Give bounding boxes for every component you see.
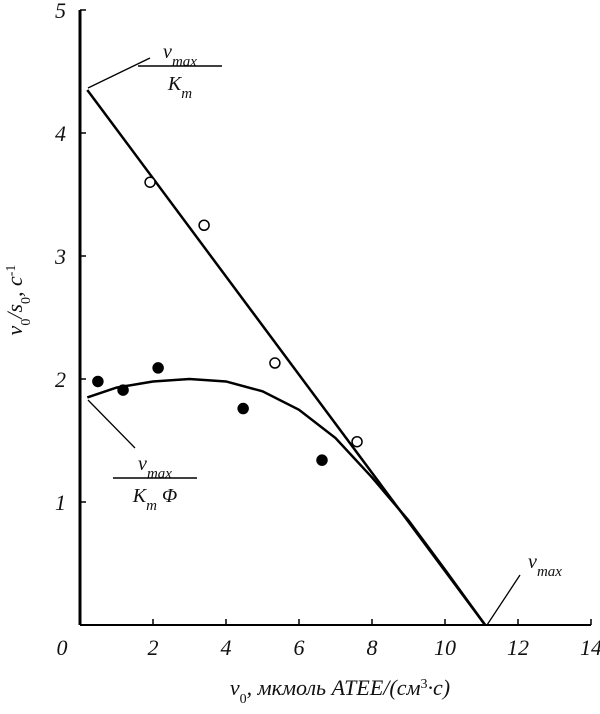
y-tick-label: 1 <box>55 490 66 515</box>
annotation-part: max <box>537 564 562 580</box>
label-part: 0 <box>19 319 34 326</box>
y-tick-label: 5 <box>55 0 66 23</box>
filled-point <box>152 362 164 374</box>
y-tick-label: 3 <box>54 244 66 269</box>
x-tick-label: 10 <box>434 635 456 660</box>
annotation-denominator: Km Φ <box>132 485 177 514</box>
y-label: v0/s0, с-1 <box>2 265 34 336</box>
filled-point <box>316 454 328 466</box>
open-point <box>269 357 281 369</box>
open-point <box>144 176 156 188</box>
annotation-part: m <box>181 86 192 102</box>
x-label: v0, мкмоль АТЕЕ/(см3·с) <box>230 675 450 707</box>
filled-point <box>117 384 129 396</box>
x-tick-label: 0 <box>57 635 68 660</box>
filled-point <box>92 375 104 388</box>
filled-point <box>237 402 249 415</box>
label-part: , мкмоль АТЕЕ/(см <box>247 675 421 700</box>
label-part: 0 <box>19 297 34 304</box>
annotation-part: K <box>167 73 183 95</box>
x-tick-label: 8 <box>367 635 378 660</box>
x-tick-label: 4 <box>221 635 232 660</box>
x-tick-label: 12 <box>507 635 529 660</box>
x-tick-label: 14 <box>580 635 600 660</box>
annotation-part: m <box>146 498 157 514</box>
y-tick-label: 4 <box>55 121 66 146</box>
y-tick-label: 2 <box>55 367 66 392</box>
x-tick-label: 2 <box>148 635 159 660</box>
annotation-denominator: Km <box>167 73 192 102</box>
x-tick-label: 6 <box>294 635 305 660</box>
annotation-part: v <box>528 551 537 573</box>
annotation-part: max <box>147 466 172 482</box>
fit-line <box>86 377 487 626</box>
annotation-leader <box>87 57 151 89</box>
annotation-part: K <box>132 485 148 507</box>
label-part: /s <box>2 304 27 321</box>
label-part: v <box>2 325 27 335</box>
annotation-leader <box>486 574 521 626</box>
annotation-part: max <box>172 54 197 70</box>
label-part: v <box>230 675 240 700</box>
label-part: , с <box>2 276 27 297</box>
label-part: 3 <box>421 677 428 692</box>
label-part: 0 <box>240 692 247 707</box>
annotation-part: Φ <box>157 485 177 507</box>
annotation-leader <box>87 399 136 449</box>
open-point <box>198 219 210 231</box>
annotation-numerator: vmax <box>528 551 562 580</box>
label-part: -1 <box>4 265 19 277</box>
label-part: ·с) <box>428 675 451 700</box>
annotation-part: v <box>163 41 172 63</box>
annotation-part: v <box>138 453 147 475</box>
open-point <box>351 435 363 448</box>
